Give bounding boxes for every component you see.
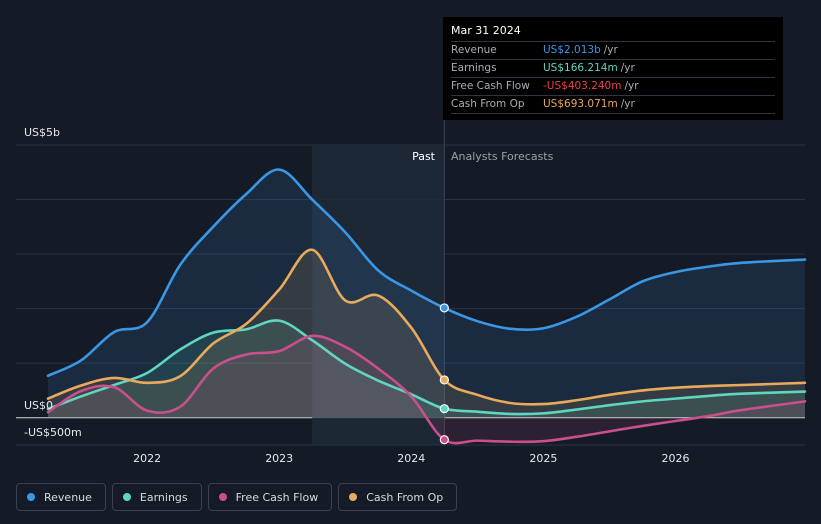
line-cash-from-op (46, 248, 807, 406)
past-label: Past (412, 150, 436, 163)
area-earnings (48, 320, 805, 418)
tooltip-value: US$693.071m (543, 98, 618, 110)
x-tick-label: 2022 (133, 452, 161, 465)
marker-revenue (439, 303, 449, 313)
tooltip-row-cash-from-op: Cash From Op US$693.071m /yr (451, 95, 775, 114)
x-tick-label: 2025 (529, 452, 557, 465)
legend-label: Cash From Op (366, 490, 444, 504)
y-label-zero: US$0 (24, 399, 53, 412)
legend-label: Earnings (139, 490, 188, 504)
area-cash-from-op (48, 249, 805, 418)
legend-dot-icon (27, 493, 35, 501)
tooltip-label: Cash From Op (451, 98, 525, 110)
x-tick-label: 2026 (662, 452, 690, 465)
legend-item-earnings[interactable]: Earnings (111, 483, 202, 511)
tooltip-row-revenue: Revenue US$2.013b /yr (451, 41, 775, 59)
marker-earnings (439, 404, 449, 414)
line-revenue (46, 168, 807, 378)
tooltip-value: US$2.013b (543, 44, 601, 56)
y-label-bottom: -US$500m (24, 426, 82, 439)
legend-label: Revenue (44, 490, 92, 504)
x-tick-label: 2023 (265, 452, 293, 465)
tooltip-unit: /yr (620, 98, 635, 110)
tooltip-value: US$166.214m (543, 62, 618, 74)
legend-item-revenue[interactable]: Revenue (16, 483, 106, 511)
tooltip-label: Revenue (451, 44, 497, 56)
y-label-top: US$5b (24, 126, 60, 139)
legend-dot-icon (122, 493, 131, 501)
tooltip-unit: /yr (624, 80, 639, 92)
marker-cash-from-op (439, 375, 449, 385)
legend-label: Free Cash Flow (235, 490, 319, 504)
forecast-label: Analysts Forecasts (451, 150, 554, 163)
tooltip-row-earnings: Earnings US$166.214m /yr (451, 59, 775, 77)
tooltip-unit: /yr (603, 44, 618, 56)
tooltip-unit: /yr (620, 62, 635, 74)
line-free-cash-flow (46, 334, 807, 445)
tooltip-label: Free Cash Flow (451, 80, 530, 92)
legend-dot-icon (218, 493, 227, 501)
tooltip-label: Earnings (451, 62, 497, 74)
legend-item-cash-from-op[interactable]: Cash From Op (338, 483, 458, 511)
line-earnings (46, 319, 807, 416)
tooltip-date: Mar 31 2024 (451, 24, 521, 37)
tooltip: Mar 31 2024 Revenue US$2.013b /yr Earnin… (443, 17, 783, 120)
tooltip-row-free-cash-flow: Free Cash Flow -US$403.240m /yr (451, 77, 775, 95)
area-free-cash-flow (48, 335, 805, 444)
marker-free-cash-flow (439, 435, 449, 445)
tooltip-value: -US$403.240m (543, 80, 622, 92)
legend-dot-icon (349, 493, 358, 501)
legend-item-free-cash-flow[interactable]: Free Cash Flow (207, 483, 333, 511)
x-tick-label: 2024 (397, 452, 425, 465)
legend: Revenue Earnings Free Cash Flow Cash Fro… (16, 483, 458, 511)
